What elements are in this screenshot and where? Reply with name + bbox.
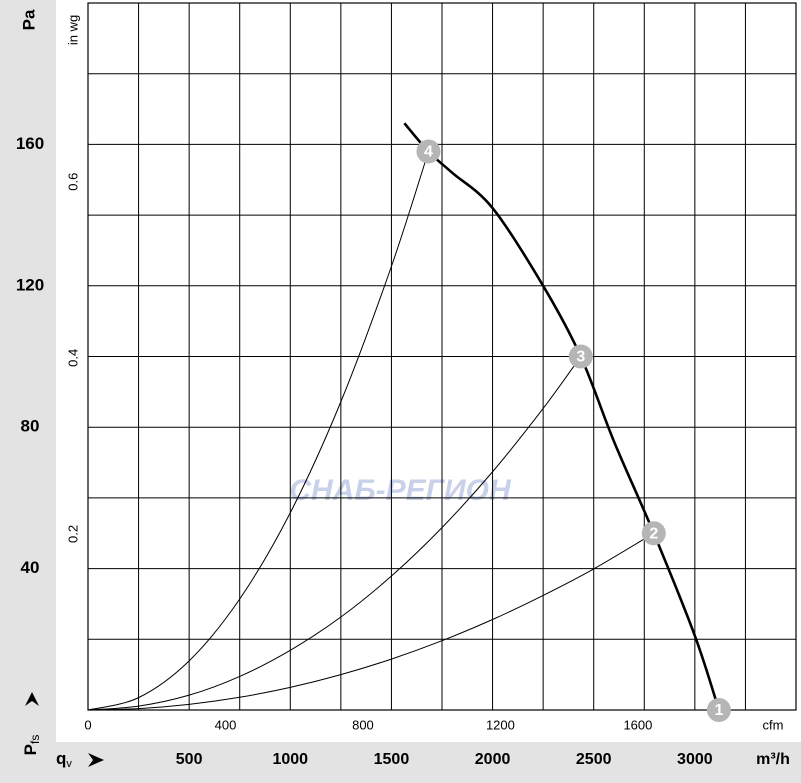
y2-tick-label: 0.2 <box>65 525 80 543</box>
y2-tick-label: 0.4 <box>65 349 80 367</box>
flow-subscript: v <box>66 758 72 770</box>
system-curve <box>87 532 655 711</box>
system-curve <box>87 151 429 711</box>
watermark: СНАБ-РЕГИОН <box>289 474 512 507</box>
y2-unit: in wg <box>65 15 80 45</box>
operating-point-label: 4 <box>424 144 433 161</box>
y-tick-label: 80 <box>21 417 40 436</box>
system-curve <box>87 356 582 711</box>
y-tick-label: 160 <box>16 134 44 153</box>
operating-point-label: 2 <box>649 525 658 542</box>
y-tick-label: 120 <box>16 275 44 294</box>
pressure-symbol: Pfs <box>21 735 42 756</box>
x-tick-label: 3000 <box>677 751 713 768</box>
x2-tick-label: 800 <box>352 717 374 732</box>
flow-arrow <box>88 753 104 767</box>
x2-tick-label: 0 <box>84 717 91 732</box>
x2-tick-label: 1600 <box>623 717 652 732</box>
bottom-band <box>0 742 801 783</box>
flow-letter: q <box>56 749 66 768</box>
x2-unit: cfm <box>763 717 784 732</box>
x-tick-label: 1000 <box>272 751 308 768</box>
operating-point <box>641 521 666 546</box>
left-band <box>0 0 56 783</box>
x-tick-label: 2500 <box>576 751 612 768</box>
x-tick-label: 500 <box>176 751 203 768</box>
operating-point <box>568 344 593 369</box>
y-tick-label: 40 <box>21 558 40 577</box>
x-tick-label: 2000 <box>475 751 511 768</box>
operating-point-label: 1 <box>714 702 723 719</box>
x-unit: m³/h <box>756 751 790 768</box>
plot-frame <box>87 2 797 711</box>
y2-tick-label: 0.6 <box>65 173 80 191</box>
pressure-letter: P <box>21 744 40 755</box>
x2-tick-label: 400 <box>215 717 237 732</box>
fan-curve <box>403 122 721 711</box>
pressure-subscript: fs <box>28 735 42 744</box>
x2-tick-label: 1200 <box>486 717 515 732</box>
operating-point <box>416 139 441 164</box>
flow-symbol: qv <box>56 749 72 769</box>
x-tick-label: 1500 <box>374 751 410 768</box>
pressure-arrow <box>25 692 39 706</box>
y-unit: Pa <box>19 9 38 30</box>
operating-point-label: 3 <box>576 349 585 366</box>
operating-point <box>706 698 731 722</box>
